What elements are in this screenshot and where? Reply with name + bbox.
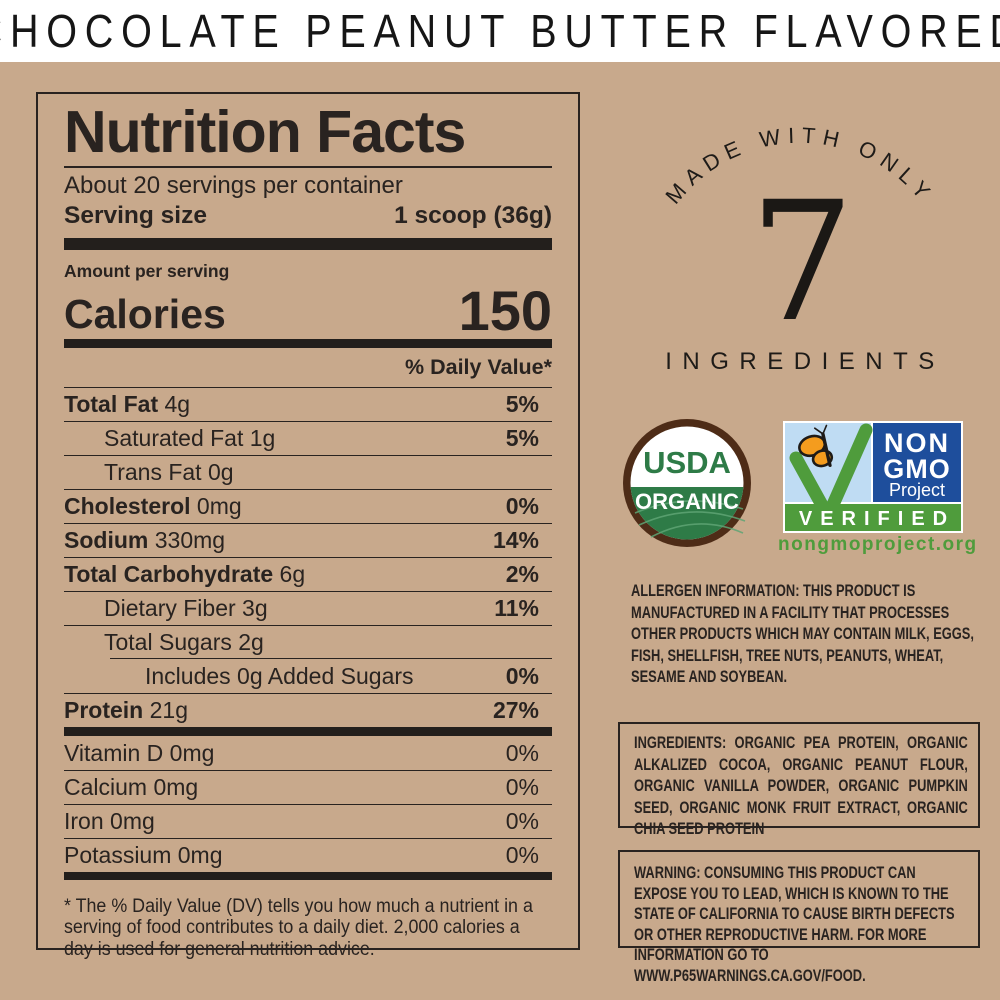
nutrient-row: Saturated Fat 1g 5% [64, 421, 552, 455]
nutrient-daily-value: 5% [505, 425, 539, 451]
seal-green-field [630, 487, 744, 540]
nutrient-daily-value: 0% [505, 493, 539, 519]
nutrient-amount: 0g [201, 459, 234, 485]
nutrient-name: Total Fat [64, 391, 159, 417]
thick-divider [64, 872, 552, 880]
nutrient-row: Sodium 330mg 14% [64, 523, 552, 557]
project-text: Project [889, 480, 945, 500]
nutrient-row: Dietary Fiber 3g 11% [64, 591, 552, 625]
butterfly-icon [798, 424, 834, 468]
gmo-text: GMO [883, 454, 951, 484]
flavor-title: CHOCOLATE PEANUT BUTTER FLAVORED [0, 5, 1000, 57]
vitamin-row: Vitamin D 0mg 0% [64, 736, 552, 770]
nutrient-row: Includes 0g Added Sugars 0% [64, 658, 552, 693]
warning-text: WARNING: CONSUMING THIS PRODUCT CAN EXPO… [634, 864, 955, 985]
warning-box: WARNING: CONSUMING THIS PRODUCT CAN EXPO… [618, 850, 980, 985]
nutrient-row: Protein 21g 27% [64, 693, 552, 727]
nutrient-row: Total Sugars 2g [64, 625, 552, 659]
amount-per-serving-label: Amount per serving [64, 261, 230, 281]
nutrient-amount: 3g [235, 595, 268, 621]
vitamin-name: Potassium [64, 842, 172, 868]
nutrient-name: Total Carbohydrate [64, 561, 274, 587]
daily-value-header: % Daily Value* [405, 355, 552, 379]
thick-divider [64, 727, 552, 736]
vitamin-amount: 0mg [171, 842, 223, 868]
vitamin-daily-value: 0% [505, 842, 539, 868]
nutrient-daily-value: 14% [492, 527, 539, 553]
verified-text: VERIFIED [799, 508, 955, 530]
vitamin-daily-value: 0% [505, 739, 539, 766]
vitamin-row: Calcium 0mg 0% [64, 770, 552, 804]
nutrient-name: Total Sugars [104, 629, 232, 655]
nutrient-row: Trans Fat 0g [64, 455, 552, 489]
nutrient-amount: 330mg [148, 527, 226, 553]
non-gmo-project-badge: NON GMO Project VERIFIED [783, 421, 963, 533]
nutrient-daily-value: 2% [505, 561, 539, 587]
nutrient-row: Total Carbohydrate 6g 2% [64, 557, 552, 591]
nutrient-rows: Total Fat 4g 5% Saturated Fat 1g 5% Tran… [64, 387, 552, 727]
grass-checkmark [789, 423, 873, 523]
calories-label: Calories [64, 291, 226, 337]
nongmo-website: nongmoproject.org [778, 534, 978, 555]
usda-organic-seal: USDA ORGANIC [623, 419, 751, 547]
nutrient-name: Cholesterol [64, 493, 191, 519]
nutrient-amount: 1g [243, 425, 276, 451]
nutrient-daily-value: 11% [494, 595, 539, 621]
nutrient-row: Cholesterol 0mg 0% [64, 489, 552, 523]
nutrient-daily-value: 0% [505, 662, 539, 689]
vitamin-amount: 0mg [163, 739, 215, 766]
non-text: NON [884, 428, 950, 458]
verified-strip [785, 504, 961, 531]
ingredients-box: INGREDIENTS: ORGANIC PEA PROTEIN, ORGANI… [618, 722, 980, 838]
nutrient-amount: 6g [273, 561, 306, 587]
nutrient-name: Dietary Fiber [104, 595, 236, 621]
serving-size-label: Serving size [64, 202, 207, 229]
nutrient-daily-value: 27% [492, 697, 539, 723]
calories-row: Calories 150 [64, 279, 552, 342]
vitamin-name: Iron [64, 808, 104, 834]
daily-value-footnote: * The % Daily Value (DV) tells you how m… [64, 896, 533, 960]
nutrient-amount: 4g [158, 391, 191, 417]
nutrient-name: Protein [64, 697, 144, 723]
ingredients-caption: INGREDIENTS [665, 348, 945, 375]
vitamin-daily-value: 0% [505, 808, 539, 834]
nutrient-amount: 2g [231, 629, 264, 655]
ingredients-text: INGREDIENTS: ORGANIC PEA PROTEIN, ORGANI… [634, 734, 968, 838]
allergen-info: ALLERGEN INFORMATION: THIS PRODUCT IS MA… [631, 581, 981, 689]
organic-text: ORGANIC [635, 489, 739, 514]
serving-size-row: Serving size 1 scoop (36g) [64, 201, 552, 231]
vitamin-rows: Vitamin D 0mg 0% Calcium 0mg 0% Iron 0mg… [64, 736, 552, 872]
number-seven: 7 [750, 166, 855, 358]
thick-divider [64, 339, 552, 348]
vitamin-row: Iron 0mg 0% [64, 804, 552, 838]
thick-divider [64, 238, 552, 250]
nutrient-amount: 0mg [190, 493, 242, 519]
nutrition-facts-panel: Nutrition Facts About 20 servings per co… [36, 92, 580, 960]
nutrient-name: Trans Fat [104, 459, 202, 485]
flavor-band: CHOCOLATE PEANUT BUTTER FLAVORED [0, 0, 1000, 62]
serving-size-value: 1 scoop (36g) [394, 202, 552, 229]
nutrition-facts-title: Nutrition Facts [64, 100, 552, 168]
nutrient-name: Sodium [64, 527, 149, 553]
calories-value: 150 [458, 279, 552, 342]
allergen-text: ALLERGEN INFORMATION: THIS PRODUCT IS MA… [631, 582, 974, 687]
nutrient-name: Saturated Fat [104, 425, 244, 451]
servings-per-container: About 20 servings per container [64, 172, 403, 199]
vitamin-name: Calcium [64, 774, 148, 800]
vitamin-row: Potassium 0mg 0% [64, 838, 552, 872]
vitamin-daily-value: 0% [505, 774, 539, 800]
nutrient-daily-value: 5% [505, 391, 539, 417]
vitamin-amount: 0mg [147, 774, 199, 800]
nutrient-name: Includes 0g Added Sugars [145, 662, 414, 689]
nutrient-row: Total Fat 4g 5% [64, 387, 552, 421]
nutrient-amount: 21g [143, 697, 188, 723]
vitamin-name: Vitamin D [64, 739, 164, 766]
blue-panel [873, 423, 961, 502]
usda-text: USDA [643, 445, 731, 480]
made-with-7-ingredients-lockup: MADE WITH ONLY 7 INGREDIENTS [660, 123, 945, 375]
vitamin-amount: 0mg [103, 808, 155, 834]
